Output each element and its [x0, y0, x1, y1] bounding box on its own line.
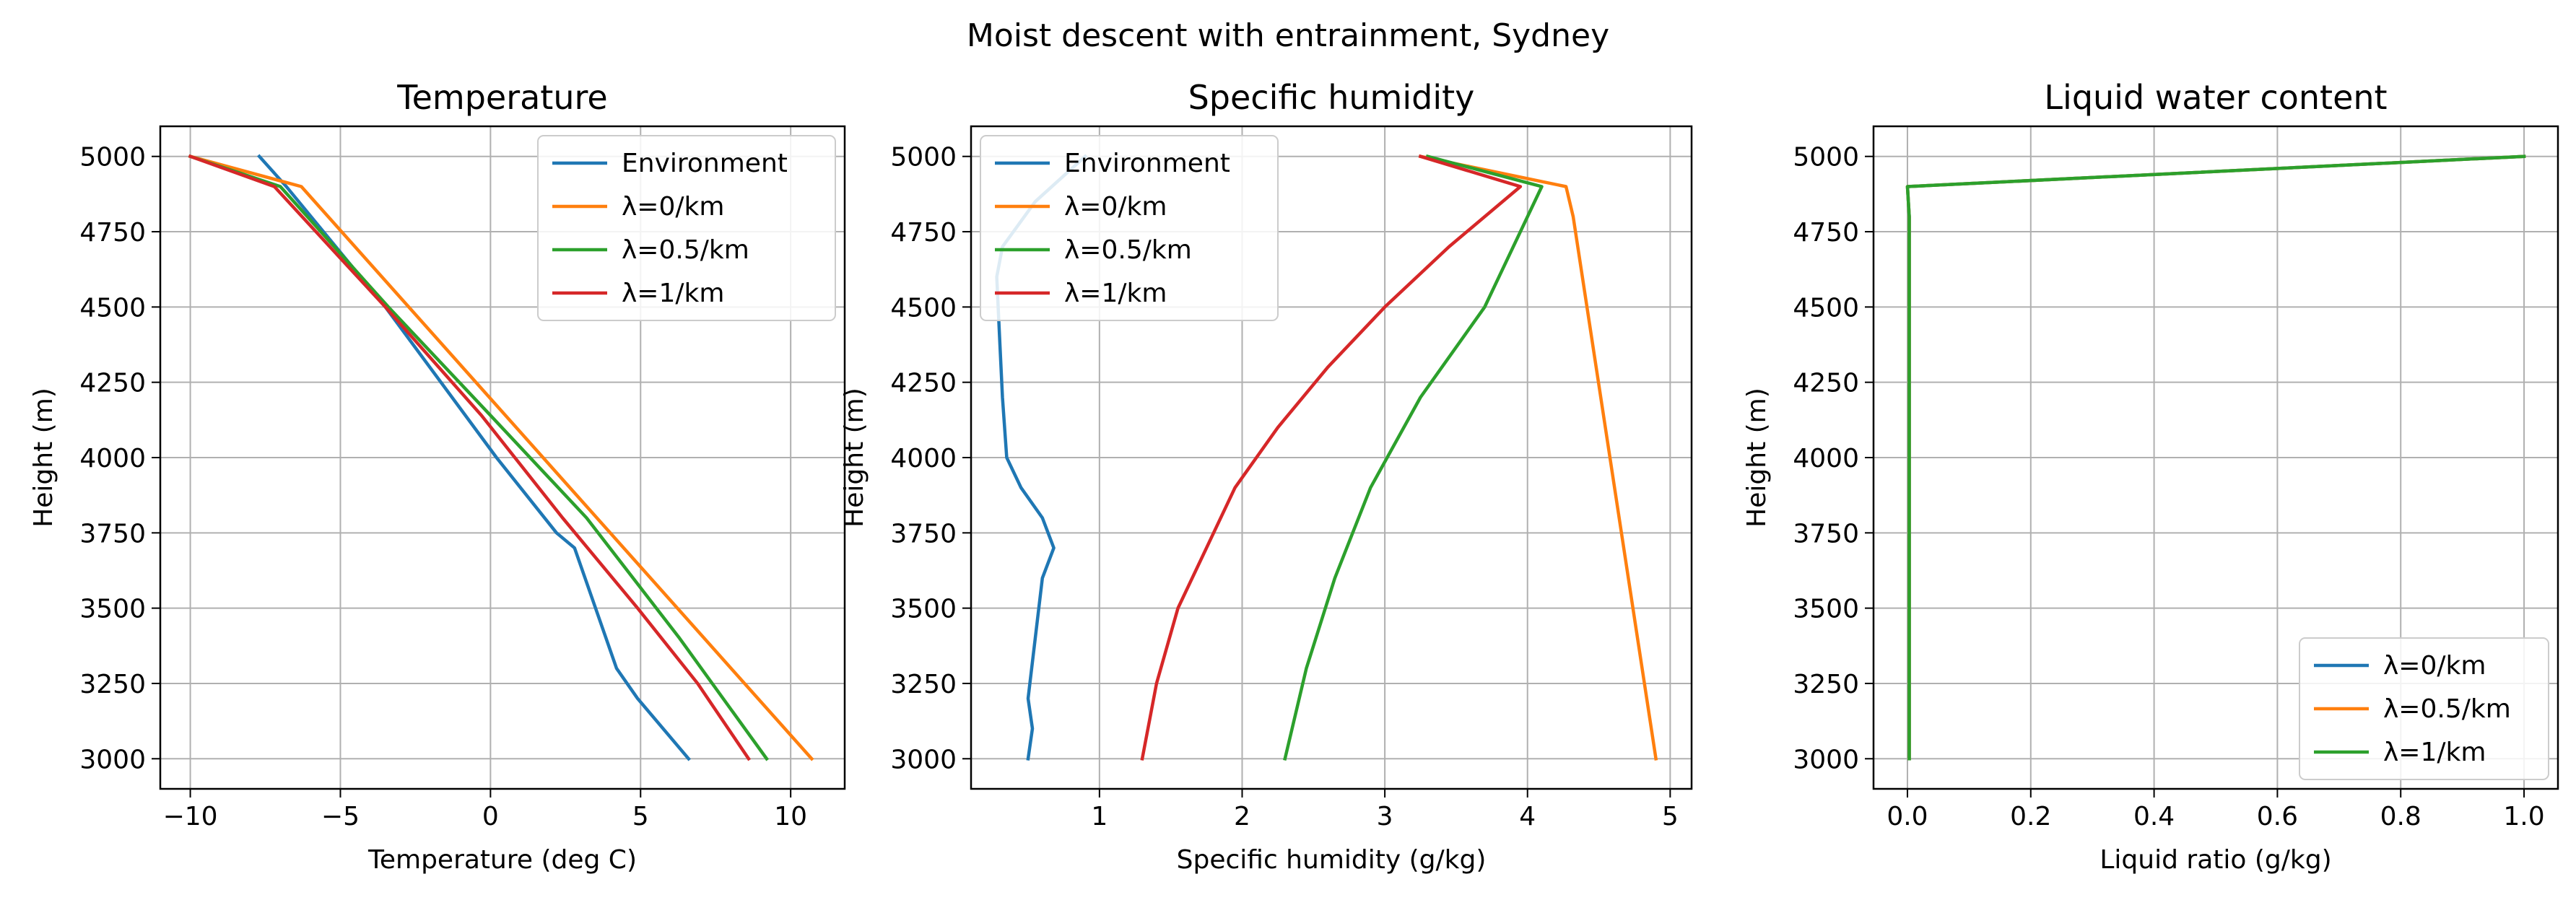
- x-tick-label: 2: [1234, 802, 1250, 831]
- y-axis-label: Height (m): [840, 388, 869, 528]
- y-tick-label: 4750: [890, 218, 957, 248]
- panel-1: Temperature −10 −5 0 5 10 3000 3250 3500 3750 4000…: [29, 78, 846, 875]
- y-tick-label: 3500: [890, 595, 957, 624]
- legend: Environment λ=0/km λ=0.5/km λ=1/km: [537, 135, 836, 321]
- y-tick-label: 3750: [1793, 519, 1859, 549]
- x-tick-label: 3: [1377, 802, 1393, 831]
- axes-frame: [970, 125, 1693, 790]
- x-tick-label: 0.4: [2133, 802, 2175, 831]
- x-tick-label: 10: [774, 802, 807, 831]
- y-tick-label: 5000: [1793, 143, 1859, 172]
- x-tick-label: 5: [1662, 802, 1679, 831]
- series-line: [188, 154, 752, 761]
- y-tick-label: 4000: [1793, 444, 1859, 473]
- y-tick-label: 5000: [890, 143, 957, 172]
- series-line: [1140, 154, 1523, 761]
- y-tick-label: 4500: [79, 293, 146, 323]
- y-tick-label: 3000: [79, 745, 146, 774]
- legend-label: λ=0.5/km: [622, 235, 749, 265]
- x-tick-label: −10: [163, 802, 218, 831]
- y-tick-label: 5000: [79, 143, 146, 172]
- y-tick-label: 3750: [79, 519, 146, 549]
- legend-label: Environment: [622, 149, 788, 178]
- x-axis-label: Temperature (deg C): [367, 845, 637, 875]
- panel-title: Liquid water content: [2044, 78, 2387, 117]
- y-tick-label: 4250: [890, 369, 957, 398]
- figure-suptitle: Moist descent with entrainment, Sydney: [967, 17, 1609, 54]
- x-tick-label: 4: [1519, 802, 1536, 831]
- x-tick-label: 0.0: [1887, 802, 1928, 831]
- y-tick-label: 4500: [890, 293, 957, 323]
- y-tick-label: 4000: [890, 444, 957, 473]
- panels: Temperature −10 −5 0 5 10 3000 3250 3500 3750 4000…: [29, 78, 2559, 875]
- legend-label: λ=1/km: [1064, 279, 1167, 308]
- y-tick-label: 3250: [1793, 670, 1859, 699]
- legend-label: λ=0/km: [2383, 651, 2486, 681]
- y-tick-label: 3000: [1793, 745, 1859, 774]
- y-tick-label: 4250: [1793, 369, 1859, 398]
- legend-label: λ=0.5/km: [1064, 235, 1192, 265]
- y-tick-label: 3750: [890, 519, 957, 549]
- panel-3: Liquid water content 0.0 0.2 0.4 0.6 0.8 1.0 30…: [1742, 78, 2559, 875]
- y-tick-label: 4250: [79, 369, 146, 398]
- y-tick-label: 3250: [890, 670, 957, 699]
- x-tick-label: 1: [1091, 802, 1108, 831]
- legend-label: λ=0/km: [1064, 192, 1167, 222]
- series-line: [1283, 154, 1544, 761]
- x-tick-label: 0: [482, 802, 499, 831]
- y-axis-label: Height (m): [29, 388, 58, 528]
- x-tick-label: 1.0: [2503, 802, 2544, 831]
- y-tick-label: 3000: [890, 745, 957, 774]
- y-tick-label: 4000: [79, 444, 146, 473]
- x-tick-label: 0.2: [2010, 802, 2051, 831]
- legend-label: Environment: [1064, 149, 1230, 178]
- legend-label: λ=1/km: [622, 279, 724, 308]
- y-tick-label: 3500: [1793, 595, 1859, 624]
- y-axis-label: Height (m): [1742, 388, 1772, 528]
- y-tick-label: 3500: [79, 595, 146, 624]
- legend-box: [980, 135, 1279, 321]
- x-axis-label: Liquid ratio (g/kg): [2099, 845, 2331, 875]
- series-line: [1905, 154, 2526, 761]
- legend-label: λ=0.5/km: [2383, 694, 2511, 724]
- x-tick-label: 5: [632, 802, 649, 831]
- series-line: [1418, 154, 1658, 761]
- legend-label: λ=0/km: [622, 192, 724, 222]
- panel-2: Specific humidity 1 2 3 4 5 3000 3250 3500 3750 40…: [840, 78, 1693, 875]
- x-tick-label: 0.8: [2380, 802, 2421, 831]
- x-tick-label: −5: [321, 802, 360, 831]
- x-axis-label: Specific humidity (g/kg): [1177, 845, 1487, 875]
- x-tick-label: 0.6: [2257, 802, 2298, 831]
- y-tick-label: 4750: [79, 218, 146, 248]
- panel-title: Specific humidity: [1188, 78, 1475, 117]
- axes-frame: [159, 125, 846, 790]
- y-tick-label: 4500: [1793, 293, 1859, 323]
- y-tick-label: 4750: [1793, 218, 1859, 248]
- series-line: [188, 154, 770, 761]
- legend-box: [2299, 637, 2549, 780]
- series-line: [188, 154, 814, 761]
- legend-box: [537, 135, 836, 321]
- panel-title: Temperature: [396, 78, 607, 117]
- legend: λ=0/km λ=0.5/km λ=1/km: [2299, 637, 2549, 780]
- y-tick-label: 3250: [79, 670, 146, 699]
- legend-label: λ=1/km: [2383, 738, 2486, 767]
- axes-frame: [1872, 125, 2559, 790]
- legend: Environment λ=0/km λ=0.5/km λ=1/km: [980, 135, 1279, 321]
